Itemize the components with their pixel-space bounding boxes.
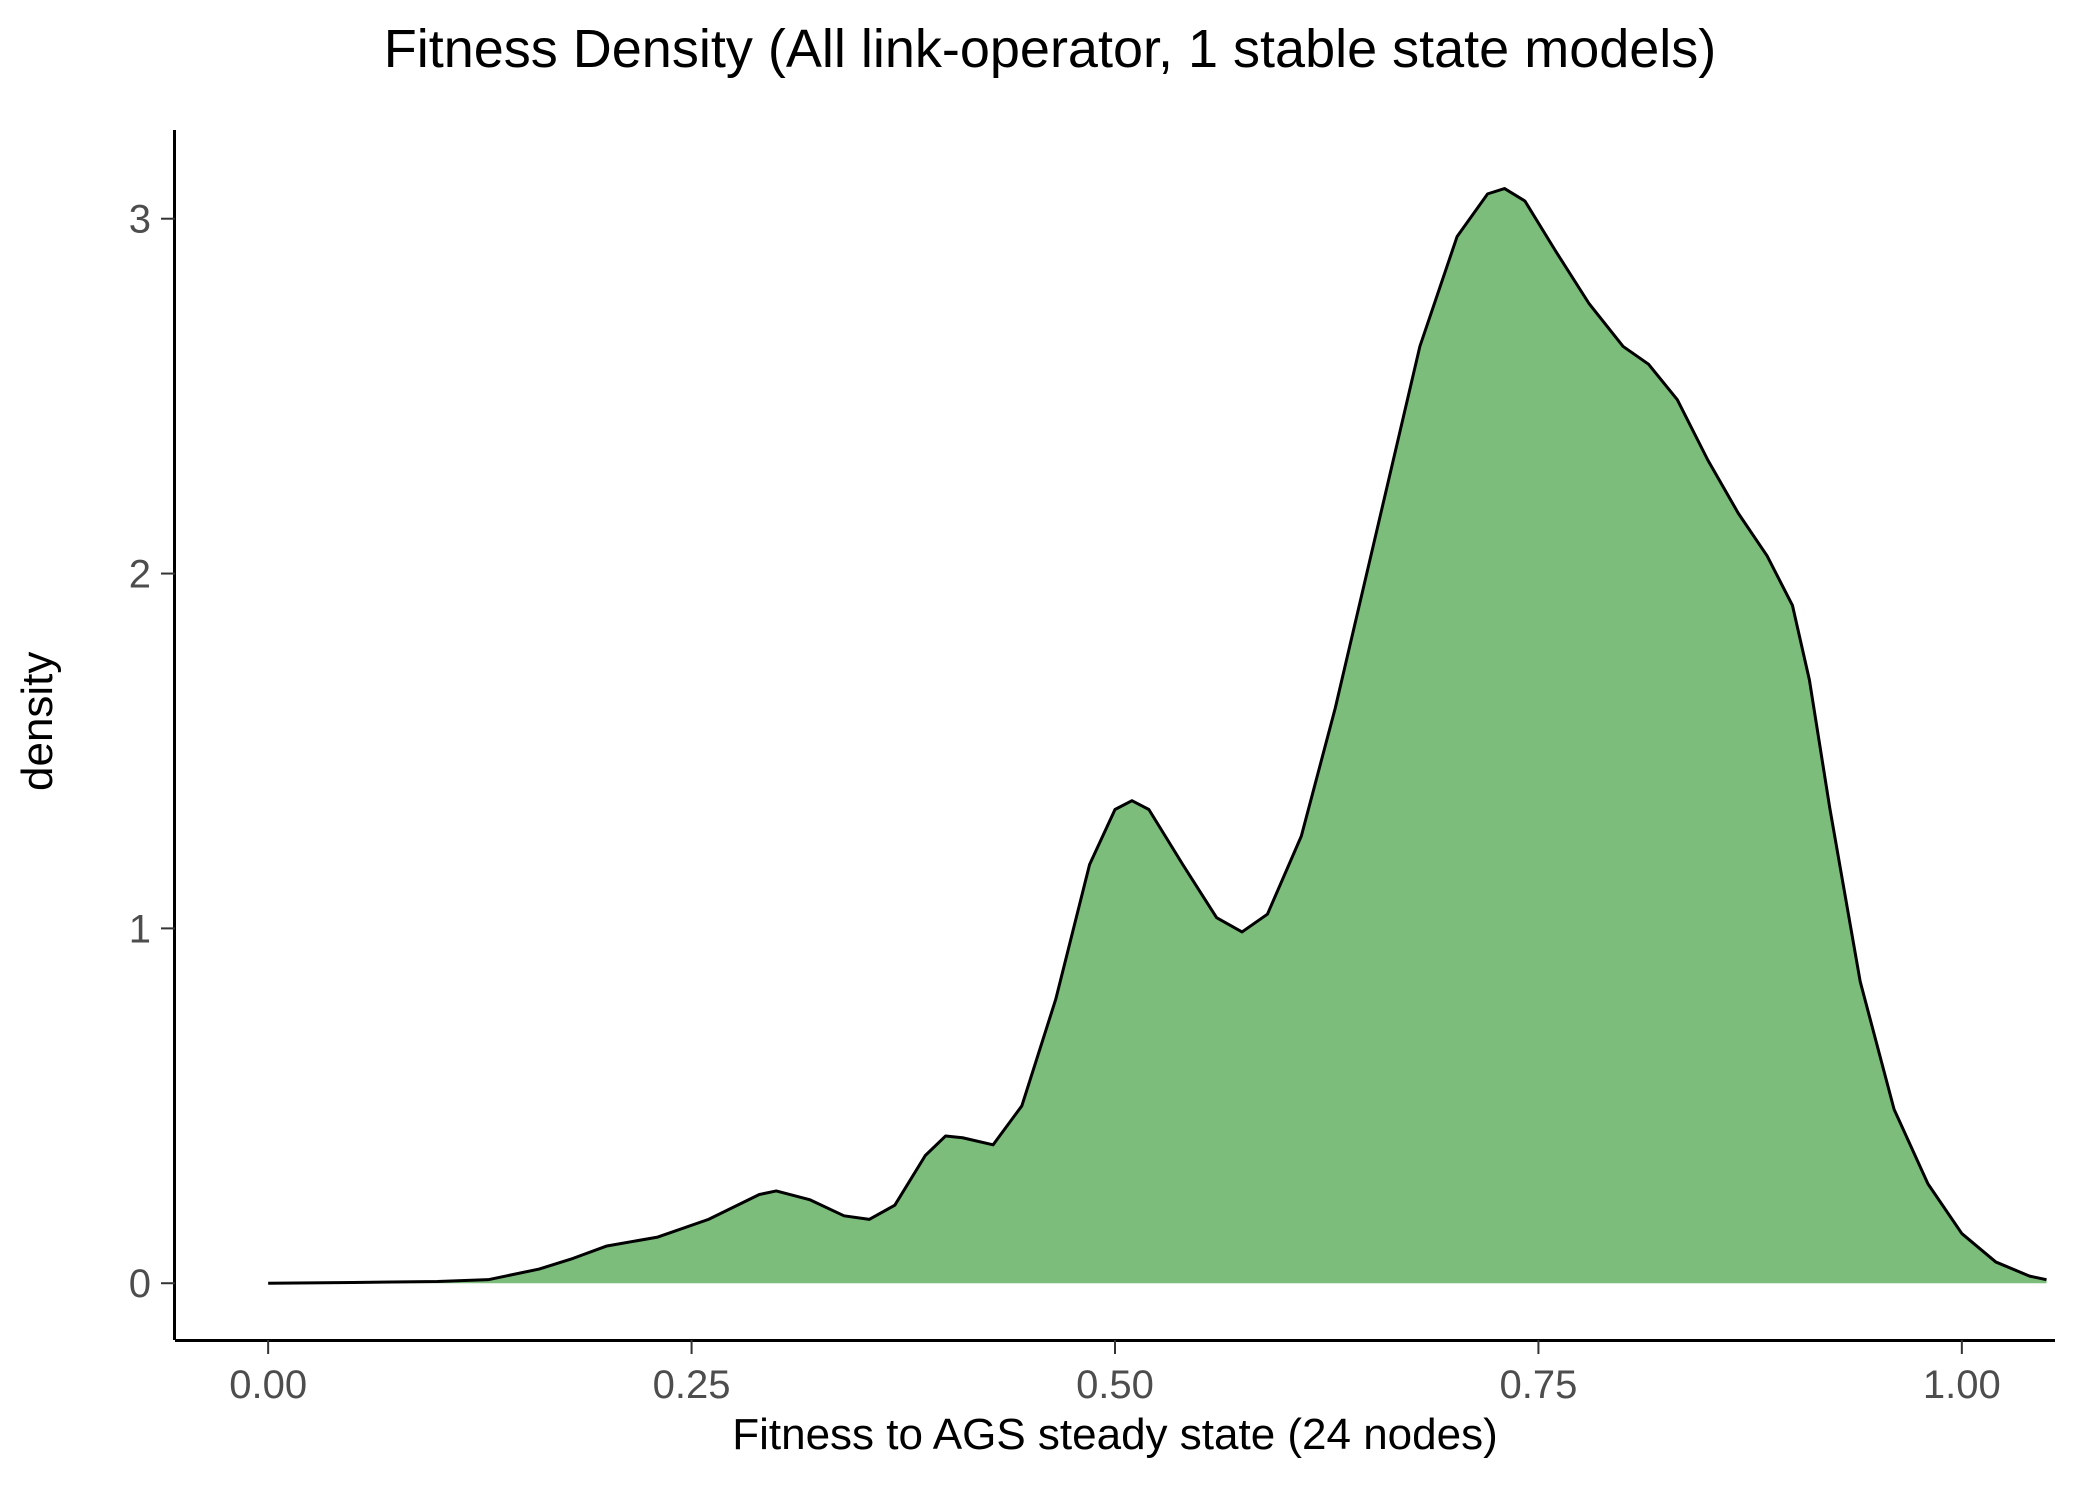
x-tick-label: 0.75 (1499, 1363, 1577, 1407)
y-tick-label: 3 (129, 198, 151, 242)
density-chart: Fitness Density (All link-operator, 1 st… (0, 0, 2100, 1500)
y-tick-label: 0 (129, 1262, 151, 1306)
x-axis-label: Fitness to AGS steady state (24 nodes) (175, 1410, 2055, 1460)
y-axis-label: density (13, 671, 63, 791)
plot-area: 0.00 0.25 0.50 0.75 1.00 0 1 2 3 (0, 0, 2100, 1500)
x-tick-label: 0.00 (229, 1363, 307, 1407)
density-area (268, 189, 2046, 1284)
y-tick-label: 1 (129, 907, 151, 951)
y-tick-label: 2 (129, 553, 151, 597)
x-tick-label: 0.25 (653, 1363, 731, 1407)
x-tick-label: 0.50 (1076, 1363, 1154, 1407)
x-tick-label: 1.00 (1923, 1363, 2001, 1407)
